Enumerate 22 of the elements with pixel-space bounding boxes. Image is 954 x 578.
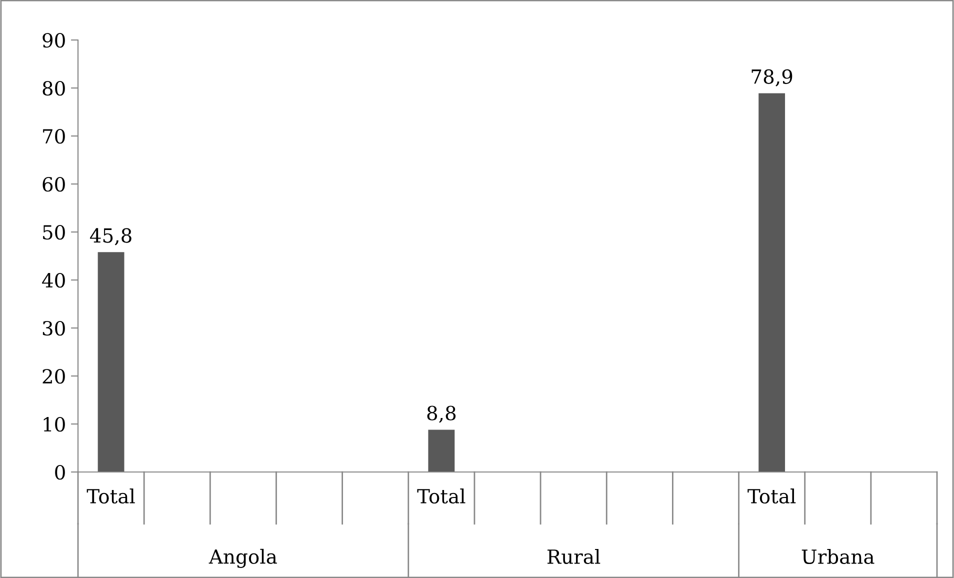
bar [428,430,455,472]
y-tick-label: 70 [43,128,65,144]
y-tick-label: 10 [44,416,65,432]
data-label: 8,8 [427,406,456,423]
y-tick-label: 90 [42,32,65,48]
bar [98,252,124,472]
y-tick-label: 30 [42,320,65,336]
y-tick-label: 0 [55,464,65,480]
x-tick-label: Total [86,488,135,504]
y-tick-label: 50 [43,224,65,240]
y-tick-label: 40 [42,272,65,288]
x-tick-label: Total [417,488,466,504]
x-tick-label: Total [748,488,796,504]
y-tick-label: 20 [42,368,65,384]
text: Rural [548,548,600,564]
y-tick-label: 80 [42,80,65,96]
y-tick-label: 60 [42,176,65,192]
text: Urbana [802,548,874,564]
text: Angola [208,548,277,568]
data-label: 45,8 [90,228,132,246]
data-label: 78,9 [752,69,792,86]
bar [758,93,786,472]
